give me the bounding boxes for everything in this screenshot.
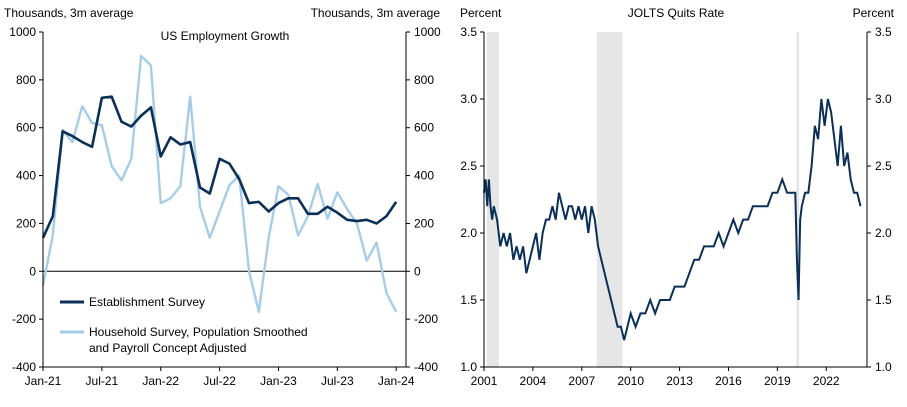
quits-xtick-label: 2004 [520,374,547,388]
employment-xtick-label: Jan-24 [378,374,415,388]
employment-xtick-label: Jan-23 [260,374,297,388]
employment-right-unit: Thousands, 3m average [311,6,441,20]
employment-chart-title: US Employment Growth [161,29,290,43]
employment-ticks: -400 -400 -200 -200 0 0 200 200 400 400 600 600 800 8… [9,25,441,388]
legend-household-label-line1: Household Survey, Population Smoothed [89,325,308,339]
employment-plot-area: -400 -400 -200 -200 0 0 200 200 400 400 600 600 800 8… [9,25,441,388]
quits-right-unit: Percent [853,6,895,20]
employment-left-ytick-label: 200 [16,216,36,230]
employment-right-ytick-label: 200 [414,216,434,230]
quits-left-unit: Percent [460,6,502,20]
employment-xtick-label: Jan-21 [25,374,62,388]
quits-chart-title: JOLTS Quits Rate [628,6,725,20]
employment-xtick-label: Jul-23 [321,374,354,388]
employment-left-ytick-label: -200 [12,312,36,326]
quits-xtick-label: 2013 [666,374,693,388]
quits-recession-shading [486,32,800,367]
quits-xtick-label: 2022 [813,374,840,388]
recession-band [596,32,623,367]
employment-right-ytick-label: -200 [414,312,438,326]
legend-household-label-line2: and Payroll Concept Adjusted [89,341,246,355]
recession-band [796,32,800,367]
employment-right-ytick-label: -400 [414,360,438,374]
quits-xtick-label: 2007 [568,374,595,388]
quits-plot-area: 1.0 1.0 1.5 1.5 2.0 2.0 2.5 2.5 3.0 3.0 3.5 3.5 2001… [460,25,892,388]
employment-left-ytick-label: -400 [12,360,36,374]
quits-xtick-label: 2016 [715,374,742,388]
quits-left-ytick-label: 3.5 [460,25,477,39]
quits-rate-line [483,98,862,341]
quits-left-ytick-label: 1.5 [460,293,477,307]
employment-left-ytick-label: 400 [16,169,36,183]
quits-xtick-label: 2001 [471,374,498,388]
employment-xtick-label: Jul-21 [86,374,119,388]
employment-left-ytick-label: 600 [16,121,36,135]
employment-left-ytick-label: 800 [16,73,36,87]
quits-right-ytick-label: 3.0 [875,92,892,106]
employment-right-ytick-label: 800 [414,73,434,87]
quits-xtick-label: 2019 [764,374,791,388]
quits-series-lines [483,98,862,341]
employment-legend: Establishment Survey Household Survey, P… [60,295,308,355]
quits-left-ytick-label: 2.5 [460,159,477,173]
quits-xtick-label: 2010 [617,374,644,388]
employment-xtick-label: Jul-22 [203,374,236,388]
employment-chart: -400 -400 -200 -200 0 0 200 200 400 400 600 600 800 8… [4,6,441,388]
employment-left-ytick-label: 0 [29,264,36,278]
quits-right-ytick-label: 2.0 [875,226,892,240]
quits-left-ytick-label: 2.0 [460,226,477,240]
household-survey-line [41,54,398,314]
employment-right-ytick-label: 400 [414,169,434,183]
recession-band [486,32,499,367]
establishment-survey-line [41,95,398,239]
quits-left-ytick-label: 3.0 [460,92,477,106]
quits-right-ytick-label: 3.5 [875,25,892,39]
quits-ticks: 1.0 1.0 1.5 1.5 2.0 2.0 2.5 2.5 3.0 3.0 3.5 3.5 2001… [460,25,892,388]
quits-chart: 1.0 1.0 1.5 1.5 2.0 2.0 2.5 2.5 3.0 3.0 3.5 3.5 2001… [460,6,895,388]
legend-establishment-label: Establishment Survey [89,295,205,309]
quits-left-ytick-label: 1.0 [460,360,477,374]
employment-right-ytick-label: 1000 [414,25,441,39]
quits-right-ytick-label: 2.5 [875,159,892,173]
employment-xtick-label: Jan-22 [142,374,179,388]
employment-right-ytick-label: 0 [414,264,421,278]
employment-series-lines [41,54,398,314]
quits-right-ytick-label: 1.5 [875,293,892,307]
employment-left-unit: Thousands, 3m average [4,6,134,20]
employment-left-ytick-label: 1000 [9,25,36,39]
quits-right-ytick-label: 1.0 [875,360,892,374]
employment-right-ytick-label: 600 [414,121,434,135]
